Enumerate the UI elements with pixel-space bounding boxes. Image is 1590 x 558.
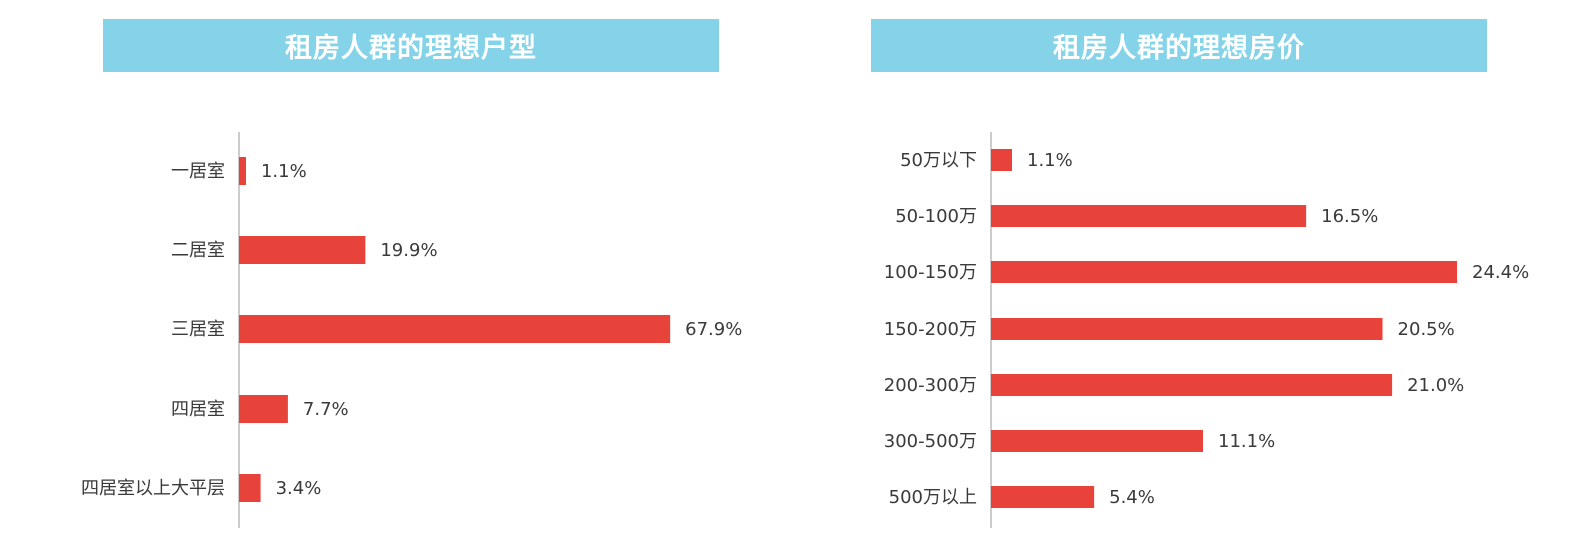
category-label: 300-500万 <box>884 431 977 452</box>
category-label: 150-200万 <box>884 319 977 340</box>
data-label: 67.9% <box>685 319 742 340</box>
data-label: 11.1% <box>1218 431 1275 452</box>
category-label: 一居室 <box>171 161 225 182</box>
category-label: 100-150万 <box>884 262 977 283</box>
chart-title-layout: 租房人群的理想户型 <box>103 19 719 72</box>
bar <box>239 236 366 264</box>
category-label: 50-100万 <box>895 206 977 227</box>
bar <box>991 205 1307 227</box>
bar <box>991 430 1204 452</box>
bar <box>991 261 1458 283</box>
category-label: 50万以下 <box>900 150 977 171</box>
data-label: 3.4% <box>276 478 322 499</box>
data-label: 21.0% <box>1407 375 1464 396</box>
chart-1: 50万以下 1.1% 50-100万 16.5% 100-150万 24.4% 150-20… <box>884 132 1529 528</box>
category-label: 三居室 <box>171 319 225 340</box>
bar <box>991 374 1393 396</box>
data-label: 5.4% <box>1109 487 1155 508</box>
bar <box>239 157 246 185</box>
category-label: 四居室以上大平层 <box>81 478 225 499</box>
category-label: 500万以上 <box>889 487 977 508</box>
bar <box>239 395 288 423</box>
category-label: 四居室 <box>171 399 225 420</box>
data-label: 7.7% <box>303 399 349 420</box>
bar <box>239 474 261 502</box>
bar <box>991 318 1383 340</box>
category-label: 200-300万 <box>884 375 977 396</box>
category-label: 二居室 <box>171 240 225 261</box>
data-label: 1.1% <box>261 161 307 182</box>
bar <box>991 486 1095 508</box>
data-label: 19.9% <box>380 240 437 261</box>
data-label: 1.1% <box>1027 150 1073 171</box>
bar <box>991 149 1013 171</box>
data-label: 16.5% <box>1321 206 1378 227</box>
data-label: 24.4% <box>1472 262 1529 283</box>
chart-0: 一居室 1.1% 二居室 19.9% 三居室 67.9% 四居室 7.7% 四居室以上大平层 3.… <box>81 132 742 528</box>
chart-title-price: 租房人群的理想房价 <box>871 19 1487 72</box>
bar <box>239 315 671 343</box>
data-label: 20.5% <box>1398 319 1455 340</box>
